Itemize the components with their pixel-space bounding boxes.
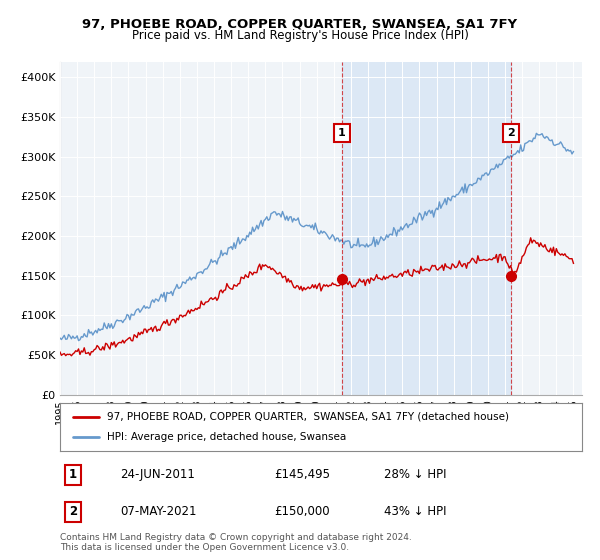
Text: HPI: Average price, detached house, Swansea: HPI: Average price, detached house, Swan… — [107, 432, 346, 442]
Text: 2: 2 — [69, 505, 77, 518]
Text: 97, PHOEBE ROAD, COPPER QUARTER, SWANSEA, SA1 7FY: 97, PHOEBE ROAD, COPPER QUARTER, SWANSEA… — [82, 18, 518, 31]
Text: 1: 1 — [338, 128, 346, 138]
Text: This data is licensed under the Open Government Licence v3.0.: This data is licensed under the Open Gov… — [60, 543, 349, 552]
Bar — [342, 62, 511, 395]
Text: 28% ↓ HPI: 28% ↓ HPI — [383, 468, 446, 481]
Text: 43% ↓ HPI: 43% ↓ HPI — [383, 505, 446, 518]
Text: Price paid vs. HM Land Registry's House Price Index (HPI): Price paid vs. HM Land Registry's House … — [131, 29, 469, 42]
Text: 07-MAY-2021: 07-MAY-2021 — [120, 505, 197, 518]
Text: 2: 2 — [507, 128, 515, 138]
Text: 24-JUN-2011: 24-JUN-2011 — [120, 468, 195, 481]
Text: 97, PHOEBE ROAD, COPPER QUARTER,  SWANSEA, SA1 7FY (detached house): 97, PHOEBE ROAD, COPPER QUARTER, SWANSEA… — [107, 412, 509, 422]
Text: 1: 1 — [69, 468, 77, 481]
Text: £145,495: £145,495 — [274, 468, 330, 481]
Text: Contains HM Land Registry data © Crown copyright and database right 2024.: Contains HM Land Registry data © Crown c… — [60, 533, 412, 542]
Text: £150,000: £150,000 — [274, 505, 329, 518]
